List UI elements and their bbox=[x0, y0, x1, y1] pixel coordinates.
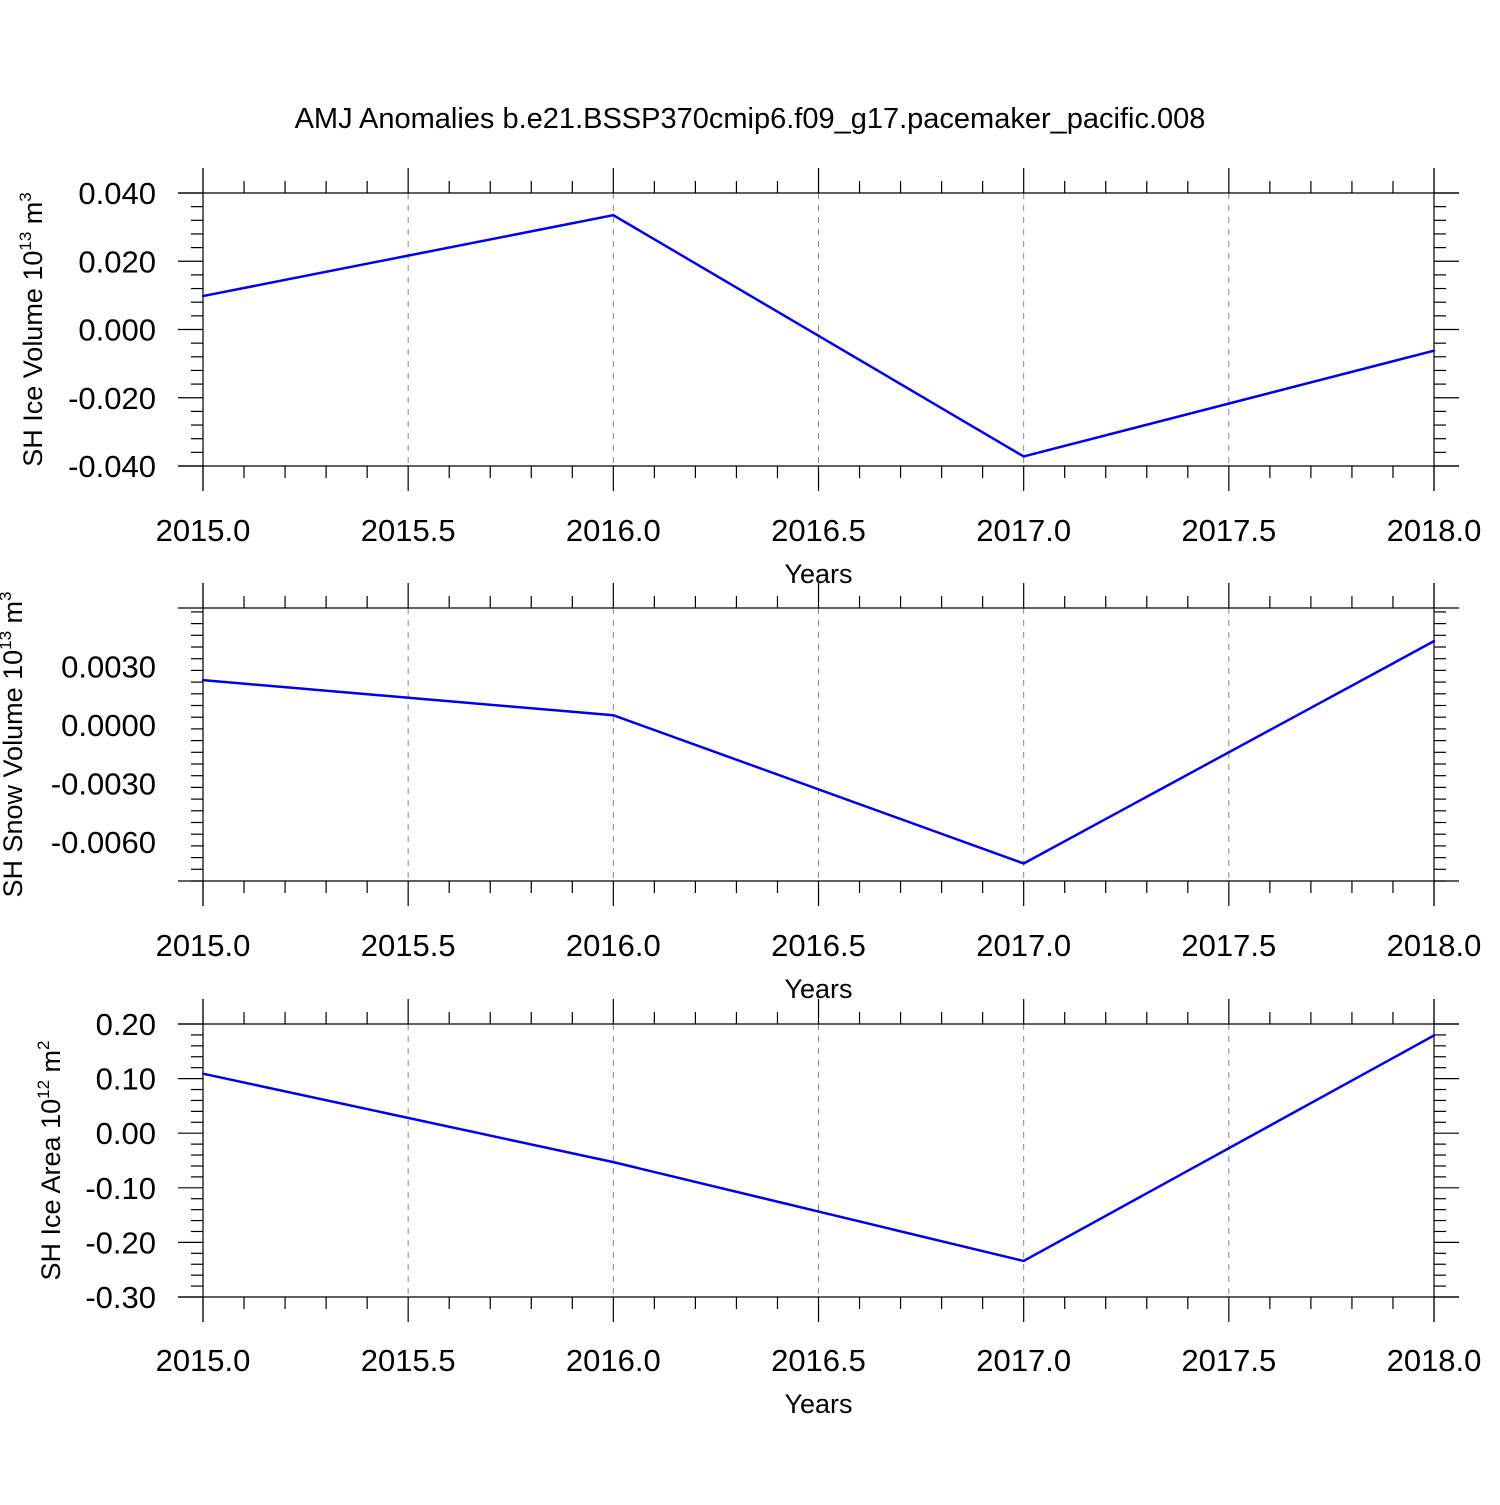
x-tick-label: 2017.5 bbox=[1181, 928, 1276, 963]
data-point bbox=[1022, 1259, 1025, 1263]
x-tick-label: 2017.0 bbox=[976, 513, 1071, 548]
x-tick-label: 2015.5 bbox=[361, 513, 456, 548]
x-tick-label: 2015.0 bbox=[156, 928, 251, 963]
y-tick-label: 0.020 bbox=[78, 244, 156, 279]
data-point bbox=[201, 678, 205, 682]
series-line bbox=[202, 213, 1435, 458]
y-tick-label: -0.20 bbox=[85, 1225, 156, 1260]
data-point bbox=[201, 294, 205, 298]
series-line bbox=[202, 640, 1435, 865]
chart-panel-1: 2015.0 2015.5 2016.0 2016.5 2017.0 2017.5 2018… bbox=[16, 168, 1481, 589]
data-point bbox=[612, 714, 615, 717]
series-line bbox=[202, 1034, 1435, 1263]
data-point bbox=[612, 213, 615, 217]
x-tick-label: 2016.5 bbox=[771, 928, 866, 963]
data-point bbox=[612, 1160, 615, 1164]
y-tick-label: 0.0000 bbox=[61, 708, 156, 743]
y-tick-label: -0.020 bbox=[68, 381, 156, 416]
x-tick-label: 2015.5 bbox=[361, 928, 456, 963]
y-tick-label: 0.10 bbox=[96, 1062, 156, 1097]
data-point bbox=[1432, 1034, 1436, 1037]
x-tick-label: 2015.0 bbox=[156, 1343, 251, 1378]
y-tick-label: 0.040 bbox=[78, 176, 156, 211]
x-tick-label: 2016.0 bbox=[566, 1343, 661, 1378]
page-title: AMJ Anomalies b.e21.BSSP370cmip6.f09_g17… bbox=[294, 103, 1206, 135]
y-tick-label: -0.0030 bbox=[51, 767, 156, 802]
x-tick-label: 2018.0 bbox=[1387, 928, 1482, 963]
y-tick-label: -0.040 bbox=[68, 449, 156, 484]
x-tick-label: 2016.0 bbox=[566, 513, 661, 548]
x-tick-label: 2018.0 bbox=[1387, 1343, 1482, 1378]
y-tick-label: 0.0030 bbox=[61, 650, 156, 685]
data-point bbox=[1022, 862, 1025, 865]
y-tick-label: -0.10 bbox=[85, 1171, 156, 1206]
x-axis-label: Years bbox=[784, 1389, 852, 1419]
x-tick-label: 2018.0 bbox=[1387, 513, 1482, 548]
x-tick-label: 2016.5 bbox=[771, 513, 866, 548]
y-axis-label: SH Snow Volume 1013 m3 bbox=[0, 591, 28, 897]
y-tick-label: 0.000 bbox=[78, 313, 156, 348]
data-point bbox=[1432, 349, 1436, 352]
x-tick-label: 2016.5 bbox=[771, 1343, 866, 1378]
x-tick-label: 2017.5 bbox=[1181, 513, 1276, 548]
x-tick-label: 2017.0 bbox=[976, 1343, 1071, 1378]
data-point bbox=[1022, 455, 1025, 458]
y-tick-label: 0.00 bbox=[96, 1116, 156, 1151]
data-point bbox=[1432, 639, 1436, 643]
x-tick-label: 2017.0 bbox=[976, 928, 1071, 963]
y-axis-label: SH Ice Volume 1013 m3 bbox=[16, 192, 48, 467]
y-tick-label: 0.20 bbox=[96, 1007, 156, 1042]
y-tick-label: -0.0060 bbox=[51, 825, 156, 860]
data-point bbox=[201, 1072, 205, 1075]
y-tick-label: -0.30 bbox=[85, 1280, 156, 1315]
chart-panel-3: 2015.0 2015.5 2016.0 2016.5 2017.0 2017.5 2018… bbox=[34, 999, 1481, 1419]
chart-panel-2: 2015.0 2015.5 2016.0 2016.5 2017.0 2017.5 2018… bbox=[0, 583, 1481, 1004]
y-axis-label: SH Ice Area 1012 m2 bbox=[34, 1041, 66, 1281]
x-tick-label: 2016.0 bbox=[566, 928, 661, 963]
x-tick-label: 2015.5 bbox=[361, 1343, 456, 1378]
x-tick-label: 2015.0 bbox=[156, 513, 251, 548]
x-tick-label: 2017.5 bbox=[1181, 1343, 1276, 1378]
